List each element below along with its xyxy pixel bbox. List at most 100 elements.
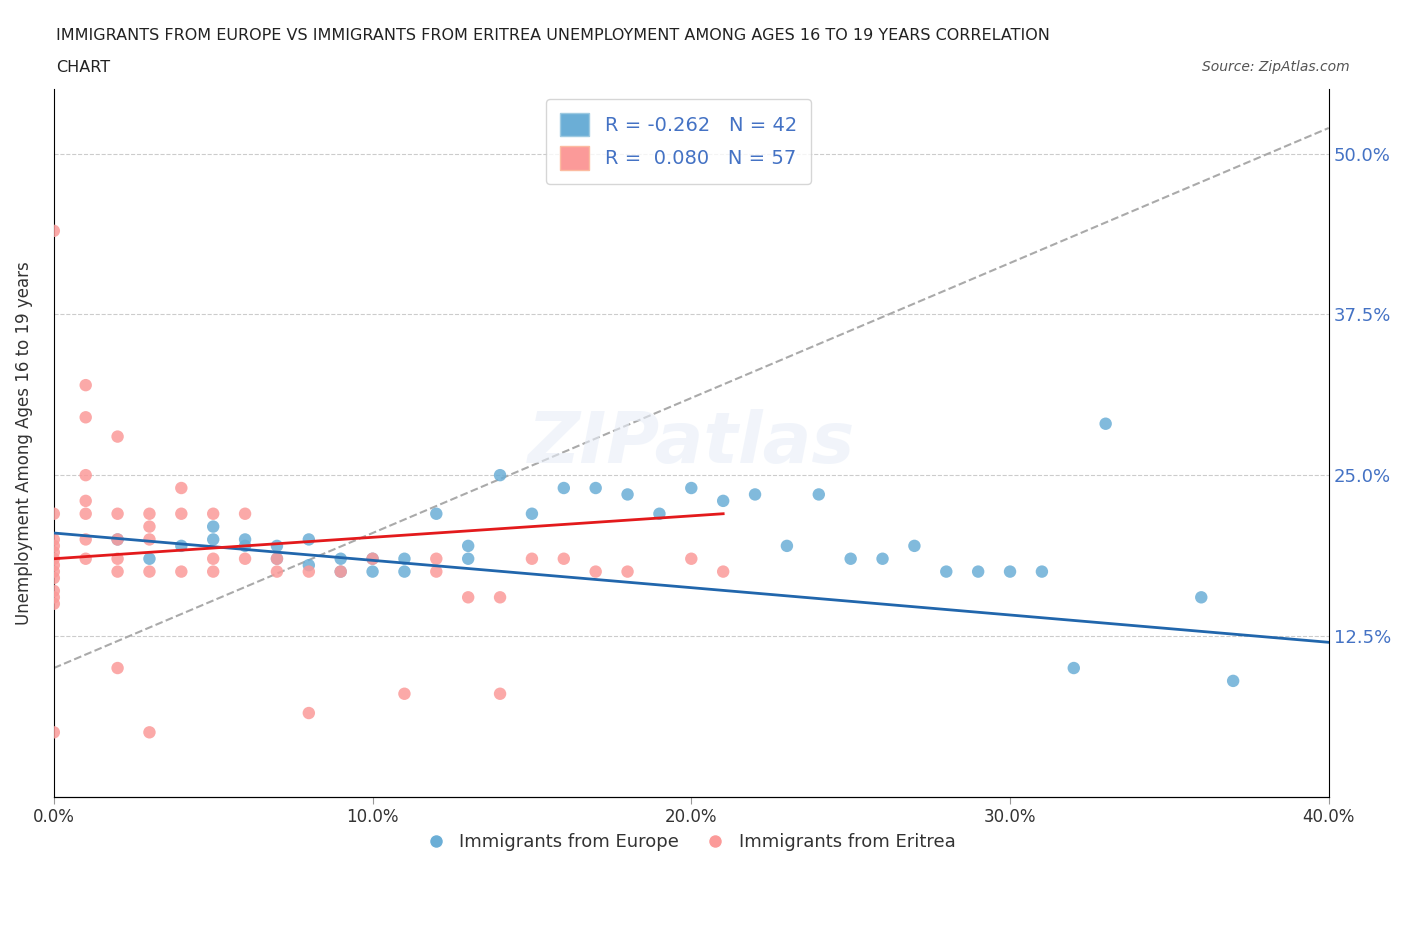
Point xyxy=(361,565,384,579)
Point xyxy=(42,590,65,604)
Point xyxy=(298,706,321,721)
Point xyxy=(1031,565,1053,579)
Point xyxy=(266,538,288,553)
Point xyxy=(457,551,479,566)
Point xyxy=(744,487,766,502)
Point xyxy=(107,660,129,675)
Point xyxy=(520,551,543,566)
Point xyxy=(170,538,193,553)
Point xyxy=(776,538,799,553)
Point xyxy=(202,532,225,547)
Point xyxy=(233,506,256,521)
Point xyxy=(935,565,957,579)
Point xyxy=(42,565,65,579)
Point xyxy=(839,551,862,566)
Point xyxy=(394,565,416,579)
Point xyxy=(457,590,479,604)
Point xyxy=(489,590,512,604)
Point xyxy=(42,551,65,566)
Point xyxy=(107,532,129,547)
Legend: Immigrants from Europe, Immigrants from Eritrea: Immigrants from Europe, Immigrants from … xyxy=(420,826,963,858)
Text: Source: ZipAtlas.com: Source: ZipAtlas.com xyxy=(1202,60,1350,74)
Point xyxy=(425,565,447,579)
Point xyxy=(202,519,225,534)
Point xyxy=(202,551,225,566)
Point xyxy=(75,494,97,509)
Point xyxy=(394,551,416,566)
Point xyxy=(711,494,734,509)
Point xyxy=(170,565,193,579)
Point xyxy=(202,506,225,521)
Point xyxy=(75,532,97,547)
Point xyxy=(202,565,225,579)
Point xyxy=(585,565,607,579)
Point xyxy=(616,565,638,579)
Point xyxy=(425,506,447,521)
Point xyxy=(329,565,352,579)
Point xyxy=(298,565,321,579)
Point xyxy=(998,565,1021,579)
Point xyxy=(42,583,65,598)
Point xyxy=(107,551,129,566)
Point xyxy=(361,551,384,566)
Point xyxy=(681,481,703,496)
Point xyxy=(967,565,990,579)
Point xyxy=(329,565,352,579)
Point xyxy=(75,551,97,566)
Point xyxy=(42,532,65,547)
Point xyxy=(520,506,543,521)
Point xyxy=(75,410,97,425)
Point xyxy=(42,506,65,521)
Point xyxy=(42,558,65,573)
Text: ZIPatlas: ZIPatlas xyxy=(527,408,855,477)
Point xyxy=(107,429,129,444)
Point xyxy=(553,481,575,496)
Point xyxy=(266,551,288,566)
Point xyxy=(138,565,160,579)
Point xyxy=(138,519,160,534)
Point xyxy=(138,506,160,521)
Point xyxy=(42,724,65,739)
Point xyxy=(1189,590,1212,604)
Point xyxy=(394,686,416,701)
Point xyxy=(42,596,65,611)
Point xyxy=(361,551,384,566)
Y-axis label: Unemployment Among Ages 16 to 19 years: Unemployment Among Ages 16 to 19 years xyxy=(15,261,32,625)
Point xyxy=(266,565,288,579)
Point xyxy=(329,551,352,566)
Point xyxy=(616,487,638,502)
Point xyxy=(138,532,160,547)
Point xyxy=(170,481,193,496)
Point xyxy=(298,532,321,547)
Point xyxy=(233,538,256,553)
Point xyxy=(266,551,288,566)
Point xyxy=(681,551,703,566)
Point xyxy=(138,724,160,739)
Point xyxy=(872,551,894,566)
Point xyxy=(170,506,193,521)
Point xyxy=(298,558,321,573)
Point xyxy=(75,506,97,521)
Point xyxy=(42,223,65,238)
Point xyxy=(138,551,160,566)
Point xyxy=(489,686,512,701)
Point xyxy=(903,538,925,553)
Point xyxy=(711,565,734,579)
Point xyxy=(233,551,256,566)
Text: IMMIGRANTS FROM EUROPE VS IMMIGRANTS FROM ERITREA UNEMPLOYMENT AMONG AGES 16 TO : IMMIGRANTS FROM EUROPE VS IMMIGRANTS FRO… xyxy=(56,28,1050,43)
Point xyxy=(489,468,512,483)
Point xyxy=(75,468,97,483)
Point xyxy=(457,538,479,553)
Point xyxy=(42,538,65,553)
Point xyxy=(107,565,129,579)
Point xyxy=(1222,673,1244,688)
Point xyxy=(553,551,575,566)
Point xyxy=(585,481,607,496)
Point xyxy=(42,545,65,560)
Point xyxy=(75,378,97,392)
Point xyxy=(1063,660,1085,675)
Point xyxy=(233,532,256,547)
Point xyxy=(107,506,129,521)
Point xyxy=(648,506,671,521)
Point xyxy=(807,487,830,502)
